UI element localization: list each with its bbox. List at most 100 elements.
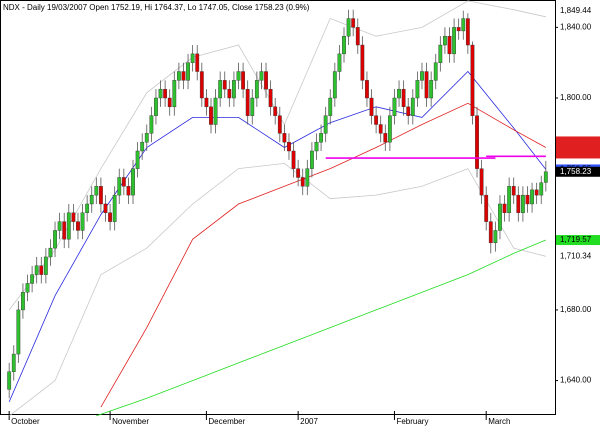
candle-body bbox=[511, 186, 516, 196]
candle-body bbox=[259, 71, 264, 81]
candle-body bbox=[34, 265, 39, 275]
x-tick-label: 2007 bbox=[300, 417, 318, 426]
candle-body bbox=[374, 115, 379, 125]
candle-body bbox=[62, 221, 67, 240]
candle-body bbox=[103, 203, 108, 213]
candle-body bbox=[479, 168, 484, 196]
candle-body bbox=[121, 177, 126, 187]
candle-body bbox=[94, 186, 99, 196]
candle-body bbox=[112, 194, 117, 222]
candle-body bbox=[245, 88, 250, 116]
candle-body bbox=[332, 71, 337, 99]
candle-body bbox=[337, 53, 342, 72]
candle-body bbox=[397, 88, 401, 99]
candle-body bbox=[11, 353, 16, 372]
candle-body bbox=[176, 71, 181, 81]
ma-marker bbox=[556, 136, 600, 159]
candle-body bbox=[360, 44, 365, 81]
candle-body bbox=[99, 186, 103, 205]
candle-body bbox=[53, 230, 57, 249]
candle-body bbox=[80, 212, 85, 231]
candle-body bbox=[195, 53, 200, 72]
candle-body bbox=[172, 80, 177, 108]
candle-body bbox=[470, 44, 475, 116]
candle-body bbox=[378, 124, 383, 134]
candle-body bbox=[415, 80, 420, 99]
candle-body bbox=[241, 71, 245, 90]
candle-body bbox=[465, 18, 470, 46]
candle-body bbox=[319, 133, 323, 143]
candle-body bbox=[66, 212, 71, 240]
candle-body bbox=[355, 27, 360, 46]
x-tick-label: December bbox=[208, 417, 245, 426]
candle-body bbox=[429, 80, 434, 99]
candle-body bbox=[447, 36, 452, 55]
candle-body bbox=[369, 97, 374, 116]
candle-body bbox=[273, 106, 278, 116]
y-tick-label: 1,800.00 bbox=[560, 93, 592, 102]
candle-body bbox=[144, 133, 149, 143]
x-tick-label: February bbox=[396, 417, 428, 426]
candle-body bbox=[507, 186, 512, 213]
candle-body bbox=[443, 36, 447, 46]
candle-body bbox=[287, 141, 291, 152]
candle-body bbox=[452, 27, 456, 55]
candle-body bbox=[204, 97, 209, 108]
candle-body bbox=[158, 88, 163, 99]
price-label: 1,710.34 bbox=[560, 251, 592, 260]
price-label-bg bbox=[556, 235, 600, 246]
price-label: 1,758.23 bbox=[560, 167, 592, 176]
candle-body bbox=[475, 115, 479, 169]
candle-body bbox=[131, 168, 135, 196]
candle-body bbox=[365, 80, 369, 99]
indicator-line bbox=[8, 162, 546, 417]
candle-body bbox=[383, 133, 388, 143]
candle-body bbox=[488, 221, 493, 244]
candle-body bbox=[43, 256, 48, 275]
candle-body bbox=[167, 97, 172, 108]
candle-body bbox=[328, 97, 333, 116]
candle-body bbox=[424, 71, 429, 99]
y-tick-label: 1,840.00 bbox=[560, 22, 592, 31]
candle-body bbox=[401, 88, 406, 108]
candle-body bbox=[351, 18, 356, 28]
candle-body bbox=[387, 115, 392, 143]
candle-body bbox=[236, 71, 241, 81]
chart-title: NDX - Daily 19/03/2007 Open 1752.19, Hi … bbox=[3, 3, 310, 12]
y-tick-label: 1,680.00 bbox=[560, 305, 592, 314]
x-tick-label: November bbox=[112, 417, 149, 426]
candle-body bbox=[291, 150, 296, 169]
candle-body bbox=[181, 71, 186, 81]
candle-body bbox=[392, 97, 397, 116]
candle-body bbox=[232, 80, 236, 99]
candle-body bbox=[154, 97, 158, 116]
candle-body bbox=[342, 36, 346, 55]
candle-body bbox=[410, 97, 415, 116]
price-label-bg bbox=[556, 166, 600, 177]
candle-body bbox=[149, 115, 154, 134]
candle-body bbox=[534, 189, 539, 196]
candle-body bbox=[323, 115, 328, 134]
candle-body bbox=[250, 97, 255, 116]
candle-body bbox=[346, 18, 351, 37]
candle-body bbox=[39, 265, 44, 275]
plot-frame bbox=[0, 0, 556, 415]
candle-body bbox=[227, 88, 232, 99]
candle-body bbox=[222, 80, 227, 90]
candle-body bbox=[48, 247, 53, 258]
x-tick-label: October bbox=[11, 417, 40, 426]
candle-body bbox=[218, 80, 223, 99]
candle-body bbox=[282, 133, 287, 143]
candle-body bbox=[525, 194, 530, 205]
candle-body bbox=[296, 168, 301, 178]
candle-body bbox=[108, 212, 112, 222]
x-tick-label: March bbox=[488, 417, 510, 426]
candle-body bbox=[126, 186, 131, 196]
candle-body bbox=[438, 44, 443, 63]
candle-body bbox=[21, 292, 25, 311]
candle-body bbox=[484, 194, 489, 222]
candle-body bbox=[502, 203, 507, 213]
candle-body bbox=[89, 194, 94, 205]
candle-body bbox=[314, 141, 319, 152]
candle-body bbox=[530, 189, 534, 205]
